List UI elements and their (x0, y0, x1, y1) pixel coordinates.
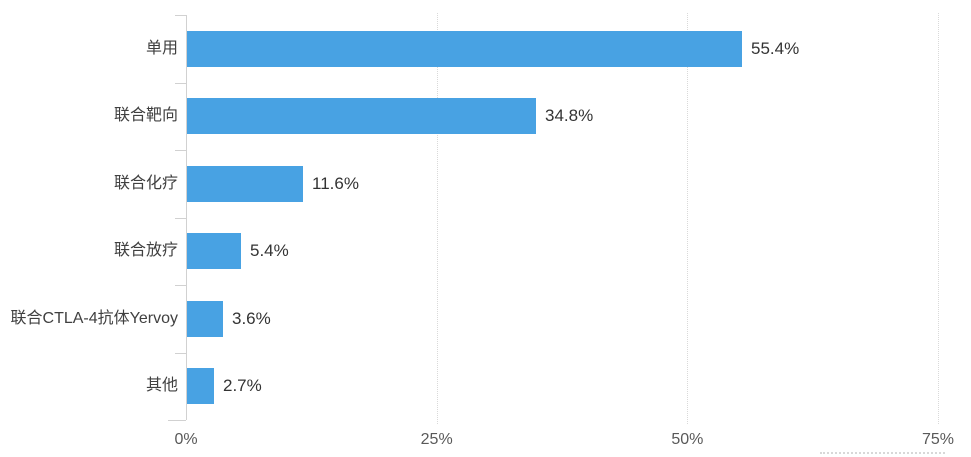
category-label: 单用 (145, 39, 178, 57)
value-label: 3.6% (232, 308, 271, 328)
gridline (687, 13, 689, 424)
x-tick-label: 75% (921, 431, 955, 448)
x-tick-label: 25% (420, 431, 453, 448)
category-tick (175, 217, 186, 219)
category-label: 其他 (145, 377, 178, 395)
value-label: 2.7% (223, 376, 262, 396)
category-tick (175, 352, 186, 354)
category-tick (175, 15, 186, 16)
bar (187, 98, 536, 135)
bar (187, 165, 303, 202)
x-tick-label: 0% (174, 431, 198, 448)
gridline (938, 13, 939, 424)
category-label: 联合放疗 (113, 242, 178, 260)
category-tick (175, 82, 186, 84)
category-tick (175, 150, 186, 151)
y-axis-line (186, 15, 187, 420)
x-tick-label: 50% (671, 431, 704, 448)
value-label: 11.6% (312, 173, 359, 193)
category-label: 联合CTLA-4抗体Yervoy (10, 309, 178, 327)
category-tick (168, 420, 186, 421)
bar (187, 30, 742, 67)
category-label: 联合化疗 (113, 174, 178, 192)
value-label: 55.4% (751, 38, 800, 58)
bar (187, 368, 214, 405)
bar (187, 300, 223, 337)
value-label: 5.4% (250, 241, 289, 261)
bottom-dotted-line (820, 452, 945, 454)
bar (187, 233, 241, 270)
category-tick (175, 285, 186, 286)
gridline (436, 13, 438, 424)
value-label: 34.8% (545, 106, 594, 126)
category-label: 联合靶向 (113, 107, 178, 125)
